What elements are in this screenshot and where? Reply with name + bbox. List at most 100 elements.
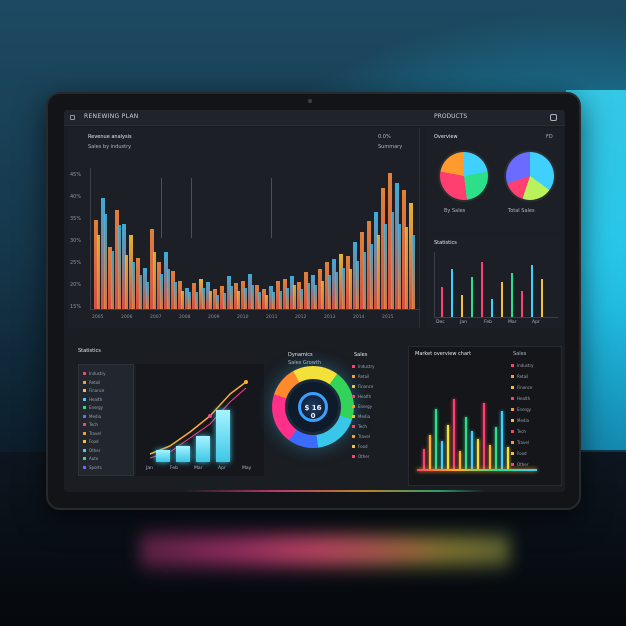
pie-chart-right[interactable] [506, 152, 554, 200]
bar[interactable] [101, 198, 105, 309]
bar[interactable] [132, 262, 135, 309]
bar[interactable] [304, 272, 308, 309]
mini-bar[interactable] [441, 287, 443, 317]
bar[interactable] [328, 274, 331, 309]
bar[interactable] [300, 289, 303, 309]
bar[interactable] [108, 246, 112, 309]
bar[interactable] [97, 235, 100, 309]
bar[interactable] [332, 259, 336, 309]
bar[interactable] [153, 252, 156, 309]
list-item[interactable]: Media [83, 414, 131, 419]
bar[interactable] [290, 276, 294, 309]
signal-spike[interactable] [429, 435, 431, 469]
bar[interactable] [209, 290, 212, 309]
bar[interactable] [293, 284, 296, 309]
mini-bar[interactable] [481, 262, 483, 317]
signal-spike[interactable] [471, 431, 473, 469]
signal-spike[interactable] [459, 451, 461, 469]
list-item[interactable]: Finance [83, 388, 131, 393]
bar[interactable] [174, 282, 177, 309]
bar[interactable] [360, 232, 364, 309]
list-item[interactable]: Travel [83, 431, 131, 436]
bar[interactable] [297, 282, 301, 309]
bar[interactable] [199, 279, 203, 309]
signal-spike[interactable] [477, 439, 479, 469]
bar[interactable] [325, 262, 329, 309]
mini-bar[interactable] [521, 291, 523, 317]
bar[interactable] [104, 213, 107, 309]
signal-list-item[interactable]: Travel [511, 440, 559, 445]
signal-list-item[interactable]: Retail [511, 374, 559, 379]
bar[interactable] [223, 293, 226, 309]
signal-spike[interactable] [441, 441, 443, 469]
bar[interactable] [122, 223, 126, 309]
signal-list-item[interactable]: Energy [511, 407, 559, 412]
bar[interactable] [262, 289, 266, 309]
signal-spike[interactable] [423, 449, 425, 469]
bar[interactable] [398, 223, 401, 309]
bar[interactable] [136, 257, 140, 309]
legend-item[interactable]: Food [352, 444, 402, 449]
mini-bar[interactable] [451, 269, 453, 317]
bar[interactable] [412, 235, 415, 309]
signal-spike[interactable] [489, 445, 491, 469]
bar[interactable] [276, 280, 280, 309]
bar[interactable] [339, 253, 343, 309]
growth-point[interactable] [208, 414, 212, 418]
list-item[interactable]: Food [83, 439, 131, 444]
mini-bar[interactable] [511, 273, 513, 317]
list-item[interactable]: Industry [83, 371, 131, 376]
bar[interactable] [388, 172, 392, 309]
bar[interactable] [230, 286, 233, 309]
bar[interactable] [321, 280, 324, 309]
bar[interactable] [367, 220, 371, 309]
bar[interactable] [286, 287, 289, 309]
window-icon[interactable] [550, 114, 557, 121]
signal-spike[interactable] [435, 409, 437, 469]
bar[interactable] [370, 243, 373, 309]
bar[interactable] [241, 280, 245, 309]
bar[interactable] [269, 286, 273, 309]
list-item[interactable]: Sports [83, 465, 131, 470]
bar[interactable] [374, 212, 378, 309]
menu-icon[interactable] [70, 115, 75, 120]
bar[interactable] [125, 255, 128, 309]
bar[interactable] [335, 272, 338, 309]
bar[interactable] [272, 291, 275, 309]
bar[interactable] [216, 294, 219, 309]
signal-spike[interactable] [465, 417, 467, 469]
legend-item[interactable]: Health [352, 394, 402, 399]
signal-list-item[interactable]: Media [511, 418, 559, 423]
bar[interactable] [181, 290, 184, 309]
bar[interactable] [202, 287, 205, 309]
legend-item[interactable]: Industry [352, 364, 402, 369]
mini-bar[interactable] [491, 299, 493, 317]
growth-bar[interactable] [176, 446, 190, 462]
bar[interactable] [391, 212, 394, 309]
bar[interactable] [377, 235, 380, 309]
bar[interactable] [213, 289, 217, 309]
bar[interactable] [188, 291, 191, 309]
bar[interactable] [258, 291, 261, 309]
bar[interactable] [160, 273, 163, 309]
bar[interactable] [255, 284, 259, 309]
legend-item[interactable]: Tech [352, 424, 402, 429]
bar[interactable] [129, 235, 133, 309]
legend-item[interactable]: Energy [352, 404, 402, 409]
bar[interactable] [115, 209, 119, 309]
bar[interactable] [405, 226, 408, 309]
signal-list-item[interactable]: Finance [511, 385, 559, 390]
bar[interactable] [356, 260, 359, 309]
pie-chart-left[interactable] [440, 152, 488, 200]
bar[interactable] [164, 252, 168, 309]
bar[interactable] [409, 202, 413, 309]
bar[interactable] [248, 273, 252, 309]
bar[interactable] [94, 219, 98, 309]
bar[interactable] [283, 279, 287, 309]
bar[interactable] [349, 269, 352, 309]
bar[interactable] [402, 189, 406, 309]
bar[interactable] [227, 276, 231, 309]
list-item[interactable]: Health [83, 397, 131, 402]
bar[interactable] [150, 229, 154, 309]
bar[interactable] [381, 188, 385, 309]
